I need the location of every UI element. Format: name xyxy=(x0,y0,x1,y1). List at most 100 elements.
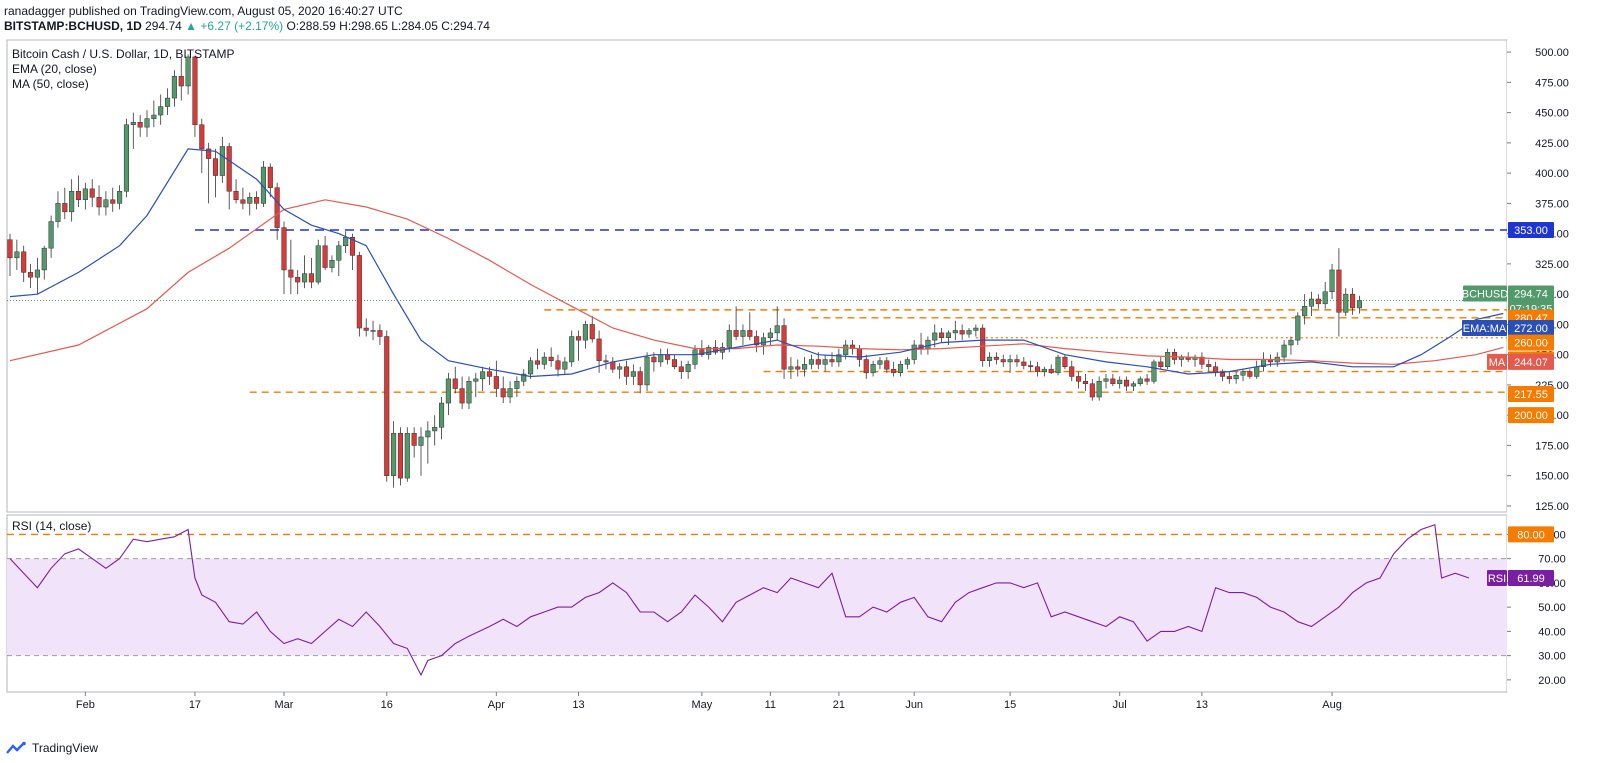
candle-body xyxy=(1151,361,1157,382)
x-tick-label: Apr xyxy=(488,699,505,711)
y-tick-label: 375.00 xyxy=(1535,198,1569,210)
candle-body xyxy=(1329,269,1335,292)
candle-body xyxy=(1130,383,1136,387)
rsi-80-label: 80.00 xyxy=(1517,529,1545,541)
candle-body xyxy=(254,197,260,204)
candle-body xyxy=(678,366,684,372)
rsi-band xyxy=(7,558,1507,656)
price-label-bg xyxy=(1508,320,1554,337)
price-label-bg xyxy=(1508,407,1554,424)
candle-body xyxy=(980,327,986,361)
candle-body xyxy=(55,203,61,222)
candle-body xyxy=(836,354,842,363)
candle-body xyxy=(610,361,616,370)
candle-body xyxy=(1165,351,1171,368)
candle-body xyxy=(651,356,657,363)
candle-body xyxy=(480,371,486,380)
candle-body xyxy=(623,366,630,377)
candle-body xyxy=(521,373,527,382)
y-tick-label: 400.00 xyxy=(1535,168,1569,180)
candle-body xyxy=(932,332,938,341)
candle-body xyxy=(1343,293,1349,313)
candle-body xyxy=(41,247,47,271)
candle-body xyxy=(69,191,75,213)
candle-body xyxy=(1219,372,1226,377)
x-tick-label: 21 xyxy=(833,699,845,711)
candle-body xyxy=(843,344,849,355)
candle-body xyxy=(617,366,623,370)
candle-body xyxy=(363,327,369,331)
candle-body xyxy=(96,197,102,208)
candle-body xyxy=(733,330,739,337)
ohlc-values: O:288.59 H:298.65 L:284.05 C:294.74 xyxy=(286,19,490,33)
candle-body xyxy=(1247,371,1253,377)
candle-body xyxy=(288,269,294,278)
candle-body xyxy=(329,260,335,268)
candle-body xyxy=(1254,366,1260,377)
candle-body xyxy=(397,433,403,479)
candle-body xyxy=(863,359,869,374)
candle-body xyxy=(233,191,239,201)
candle-body xyxy=(240,199,246,204)
candle-body xyxy=(432,427,438,432)
candle-body xyxy=(452,378,458,389)
candle-body xyxy=(336,245,342,261)
candle-body xyxy=(343,237,349,246)
candle-body xyxy=(1089,383,1095,398)
x-tick-label: 13 xyxy=(1196,699,1208,711)
candle-body xyxy=(199,124,205,150)
rsi-name-label-bg xyxy=(1487,570,1507,587)
candle-body xyxy=(7,239,13,259)
candle-body xyxy=(158,106,164,116)
candle-body xyxy=(1117,379,1123,384)
publisher-line: ranadagger published on TradingView.com,… xyxy=(4,4,403,18)
candle-body xyxy=(349,237,356,256)
rsi-tick-label: 20.00 xyxy=(1538,675,1566,687)
candle-body xyxy=(884,360,890,370)
candle-body xyxy=(1076,376,1082,382)
candle-body xyxy=(219,146,225,176)
candle-body xyxy=(1041,368,1047,372)
candle-body xyxy=(274,187,280,228)
tradingview-watermark[interactable]: TradingView xyxy=(6,741,98,755)
chart-title-legend: Bitcoin Cash / U.S. Dollar, 1D, BITSTAMP xyxy=(12,47,235,61)
rsi-tick-label: 30.00 xyxy=(1538,651,1566,663)
candle-body xyxy=(1302,306,1308,317)
candle-body xyxy=(1171,351,1178,360)
candle-body xyxy=(1199,356,1205,365)
price-label-bg xyxy=(1508,385,1554,402)
candle-body xyxy=(966,330,972,335)
candle-body xyxy=(630,371,636,377)
candle-body xyxy=(925,339,931,349)
candle-body xyxy=(82,188,88,201)
candle-body xyxy=(1315,298,1321,305)
candle-body xyxy=(302,273,308,283)
candle-body xyxy=(1144,378,1150,382)
candle-body xyxy=(34,269,40,278)
candle-body xyxy=(110,199,116,204)
candle-body xyxy=(137,122,143,128)
candle-body xyxy=(439,402,445,428)
symbol-label-pill-bg xyxy=(1463,285,1507,302)
ema-ma-label: EMA:MA xyxy=(1463,323,1507,335)
price-label: 294.74 xyxy=(1514,289,1548,301)
y-tick-label: 500.00 xyxy=(1535,47,1569,59)
candle-body xyxy=(192,56,198,125)
candle-body xyxy=(62,203,68,213)
candle-body xyxy=(692,349,698,365)
symbol-label: BITSTAMP:BCHUSD, 1D xyxy=(4,19,142,33)
candle-body xyxy=(726,330,732,348)
candle-body xyxy=(877,360,883,365)
candle-body xyxy=(322,245,328,268)
candle-body xyxy=(1350,293,1356,309)
y-tick-label: 450.00 xyxy=(1535,108,1569,120)
candle-body xyxy=(1082,381,1089,384)
candle-body xyxy=(548,356,554,361)
candle-body xyxy=(1103,378,1109,382)
rsi-tick-label: 70.00 xyxy=(1538,554,1566,566)
candle-body xyxy=(1007,359,1013,363)
candle-body xyxy=(247,197,253,204)
price-label: 272.00 xyxy=(1514,323,1548,335)
candle-body xyxy=(658,354,664,363)
